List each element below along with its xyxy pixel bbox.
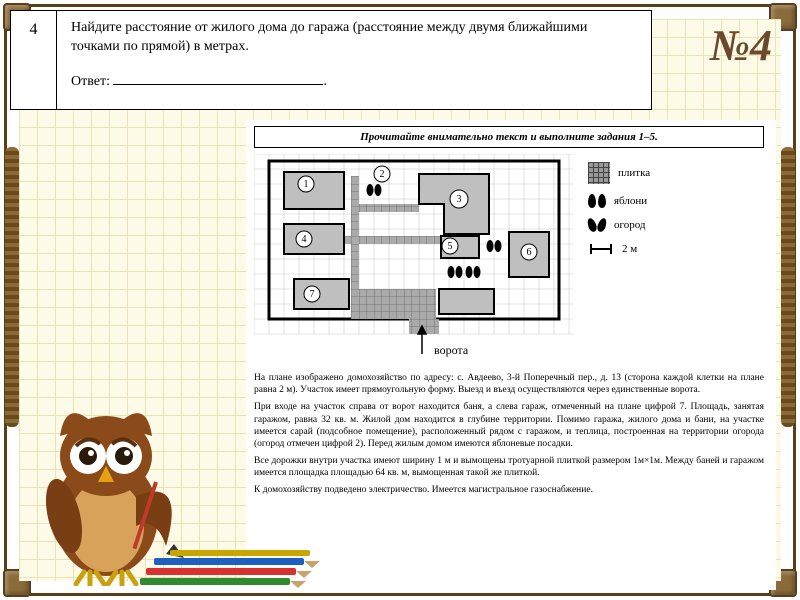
task-text: Найдите расстояние от жилого дома до гар… <box>57 11 651 109</box>
gate-label: ворота <box>434 343 469 357</box>
garden-icon <box>588 218 606 232</box>
legend-scale: 2 м <box>588 242 764 256</box>
problem-big-number: №4 <box>710 20 772 71</box>
scale-icon <box>588 242 614 256</box>
svg-text:2: 2 <box>380 169 385 180</box>
paragraph-1: На плане изображено домохозяйство по адр… <box>254 372 764 396</box>
svg-text:1: 1 <box>304 179 309 190</box>
paragraph-4: К домохозяйству подведено электричество.… <box>254 484 764 496</box>
frame-side <box>5 147 19 427</box>
answer-blank[interactable] <box>113 73 323 85</box>
answer-line: Ответ: . <box>71 73 637 92</box>
legend: плитка яблони огород 2 м <box>588 154 764 256</box>
frame-side <box>781 147 795 427</box>
svg-text:6: 6 <box>527 247 532 258</box>
legend-tile-label: плитка <box>618 166 650 180</box>
task-box: 4 Найдите расстояние от жилого дома до г… <box>10 10 652 110</box>
svg-text:7: 7 <box>310 289 315 300</box>
tile-swatch-icon <box>588 162 610 184</box>
apple-icon <box>588 194 606 208</box>
diagram-row: 1 2 3 4 5 6 7 ворота плитка яблони <box>254 154 764 364</box>
legend-scale-label: 2 м <box>622 242 637 256</box>
pencils-illustration <box>130 544 350 594</box>
content-panel: Прочитайте внимательно текст и выполните… <box>246 120 776 590</box>
svg-text:5: 5 <box>448 241 453 252</box>
site-plan-diagram: 1 2 3 4 5 6 7 ворота <box>254 154 574 364</box>
paragraph-2: При входе на участок справа от ворот нах… <box>254 401 764 450</box>
instruction-bar: Прочитайте внимательно текст и выполните… <box>254 126 764 148</box>
legend-apple: яблони <box>588 194 764 208</box>
answer-label: Ответ: <box>71 74 110 89</box>
legend-tile: плитка <box>588 162 764 184</box>
paragraph-3: Все дорожки внутри участка имеют ширину … <box>254 455 764 479</box>
svg-text:4: 4 <box>302 234 307 245</box>
legend-apple-label: яблони <box>614 194 647 208</box>
legend-garden-label: огород <box>614 218 646 232</box>
svg-text:3: 3 <box>457 194 462 205</box>
task-prompt: Найдите расстояние от жилого дома до гар… <box>71 19 637 57</box>
legend-garden: огород <box>588 218 764 232</box>
task-number: 4 <box>11 11 57 109</box>
